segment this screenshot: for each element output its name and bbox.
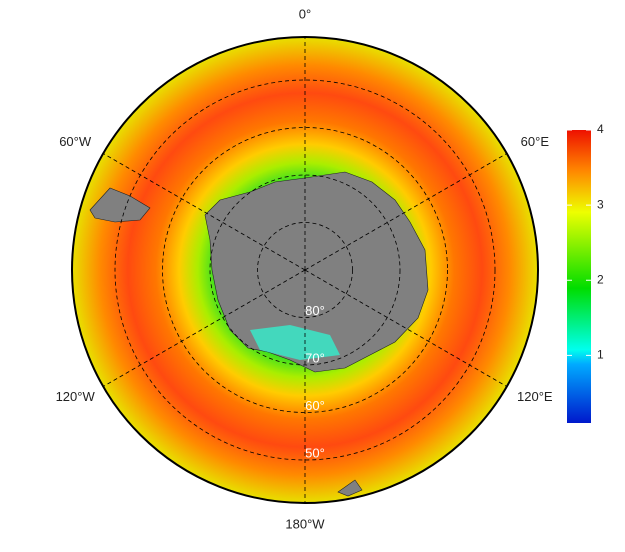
land (337, 479, 363, 497)
longitude-label: 0° (299, 6, 311, 21)
colorbar-tick-label: 4 (597, 122, 604, 136)
antarctica (204, 171, 429, 373)
ice-shelf (250, 325, 340, 360)
colorbar-ticks: 1 2 3 4 (567, 122, 604, 362)
meridian (103, 153, 306, 271)
longitude-label: 120°W (56, 389, 96, 404)
colorbar-tick-label: 1 (597, 348, 604, 362)
latitude-label: 80° (305, 303, 325, 318)
south-america-tip (89, 187, 151, 223)
meridian (304, 269, 507, 387)
map-border (71, 36, 539, 504)
latitude-circle (114, 79, 496, 461)
longitude-label: 60°E (521, 134, 550, 149)
longitude-label: 180°W (285, 516, 325, 531)
latitude-circle (162, 127, 448, 413)
latitude-label: 70° (305, 350, 325, 365)
meridian (103, 269, 306, 387)
longitude-label: 60°W (59, 134, 92, 149)
meridian (304, 153, 507, 271)
graticule (103, 37, 507, 503)
colorbar (567, 130, 591, 423)
latitude-label: 50° (305, 445, 325, 460)
latitude-label: 60° (305, 398, 325, 413)
longitude-label: 120°E (517, 389, 553, 404)
map (71, 36, 539, 504)
colorbar-tick-label: 2 (597, 272, 604, 286)
colorbar-tick-label: 3 (597, 197, 604, 211)
latitude-circle (257, 222, 353, 318)
